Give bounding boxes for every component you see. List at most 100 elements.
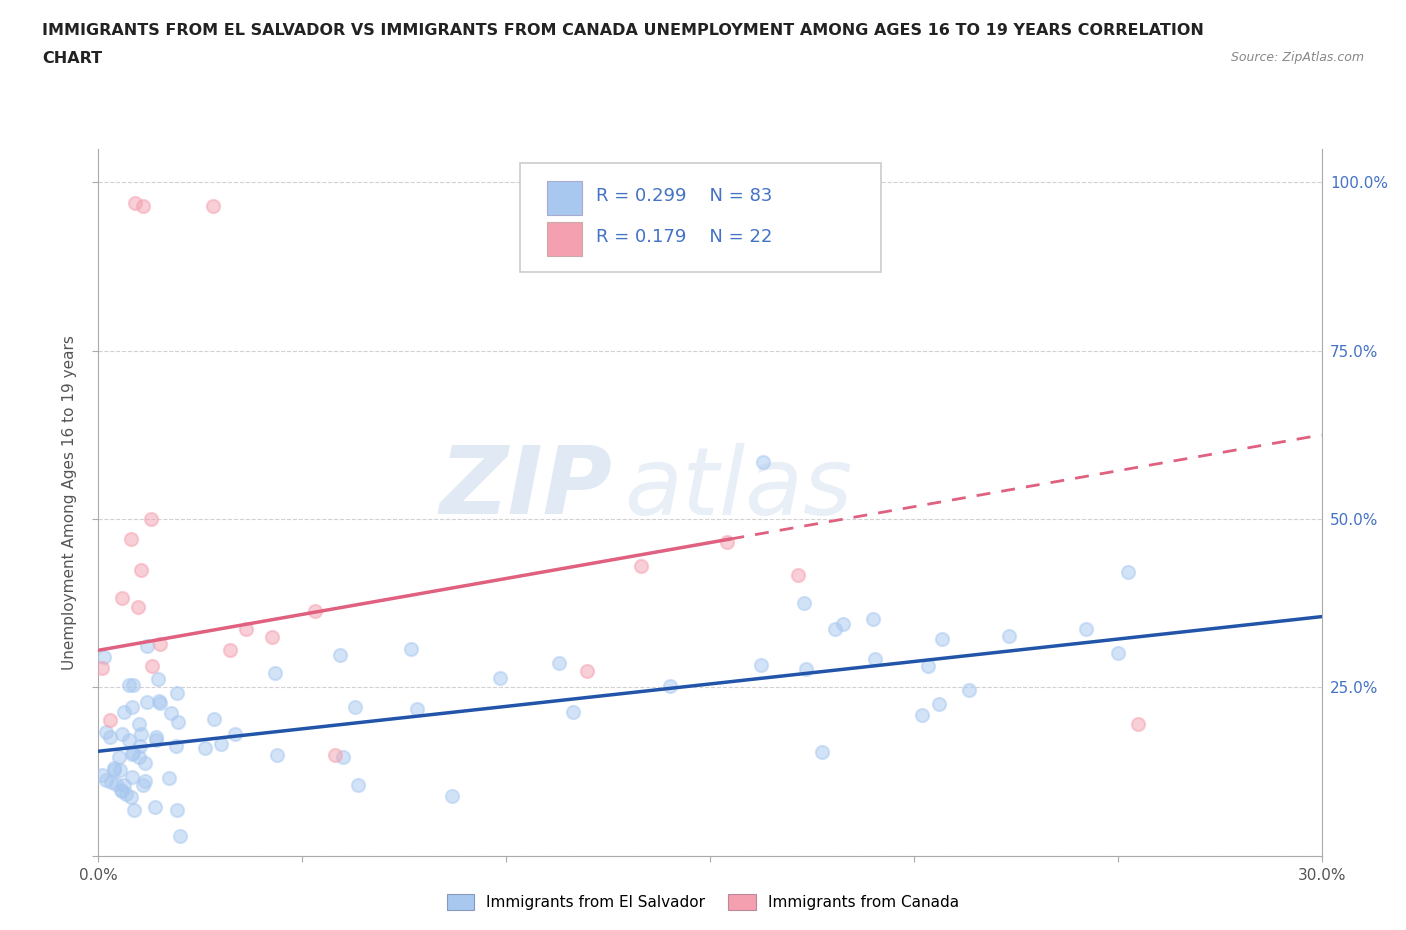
Point <box>132 777 155 792</box>
Point <box>167 715 190 730</box>
Point <box>110 782 132 797</box>
Point <box>264 666 287 681</box>
Point <box>135 638 157 653</box>
Text: Source: ZipAtlas.com: Source: ZipAtlas.com <box>1230 51 1364 64</box>
Point <box>201 199 224 214</box>
Point <box>134 774 156 789</box>
Point <box>121 699 143 714</box>
Point <box>998 629 1021 644</box>
FancyBboxPatch shape <box>547 180 582 215</box>
Point <box>202 712 225 727</box>
Point <box>716 535 738 550</box>
Point <box>91 660 114 675</box>
Point <box>928 697 950 711</box>
Text: IMMIGRANTS FROM EL SALVADOR VS IMMIGRANTS FROM CANADA UNEMPLOYMENT AMONG AGES 16: IMMIGRANTS FROM EL SALVADOR VS IMMIGRANT… <box>42 23 1204 38</box>
Point <box>160 705 183 720</box>
Point <box>122 746 145 761</box>
Point <box>115 787 138 802</box>
Point <box>406 702 429 717</box>
Text: atlas: atlas <box>624 443 852 534</box>
Point <box>120 532 142 547</box>
Point <box>94 773 117 788</box>
Point <box>122 803 145 817</box>
Point <box>93 649 115 664</box>
Point <box>127 600 149 615</box>
Point <box>304 604 326 618</box>
Point <box>235 621 257 636</box>
Point <box>440 789 463 804</box>
Point <box>149 696 172 711</box>
Point <box>211 737 233 751</box>
Point <box>752 455 775 470</box>
Point <box>1074 621 1097 636</box>
Point <box>103 763 125 777</box>
Point <box>329 648 352 663</box>
Point <box>121 769 143 784</box>
Point <box>145 730 167 745</box>
Point <box>219 643 242 658</box>
Point <box>124 195 146 210</box>
Point <box>129 739 152 754</box>
Point <box>166 803 188 817</box>
Point <box>128 717 150 732</box>
Point <box>917 658 939 673</box>
Point <box>489 671 512 685</box>
Legend: Immigrants from El Salvador, Immigrants from Canada: Immigrants from El Salvador, Immigrants … <box>439 886 967 918</box>
Point <box>224 726 246 741</box>
Point <box>401 642 423 657</box>
FancyBboxPatch shape <box>547 221 582 256</box>
Point <box>832 617 855 631</box>
Point <box>121 747 143 762</box>
Point <box>548 656 571 671</box>
Point <box>111 726 134 741</box>
Point <box>111 591 134 605</box>
Point <box>122 677 145 692</box>
Y-axis label: Unemployment Among Ages 16 to 19 years: Unemployment Among Ages 16 to 19 years <box>62 335 77 670</box>
Text: ZIP: ZIP <box>439 442 612 534</box>
Point <box>810 745 832 760</box>
Point <box>108 750 131 764</box>
Point <box>262 630 284 644</box>
Text: CHART: CHART <box>42 51 103 66</box>
Point <box>911 708 934 723</box>
Point <box>129 727 152 742</box>
Point <box>562 704 585 719</box>
Point <box>100 775 122 790</box>
Point <box>145 733 167 748</box>
Point <box>658 678 681 693</box>
Point <box>108 763 131 777</box>
Point <box>346 777 368 792</box>
Point <box>118 733 141 748</box>
Point <box>1107 645 1129 660</box>
Point <box>129 562 152 577</box>
Point <box>169 829 191 844</box>
Point <box>344 699 367 714</box>
Point <box>749 658 772 672</box>
Point <box>120 790 142 804</box>
Point <box>134 756 156 771</box>
Text: R = 0.179    N = 22: R = 0.179 N = 22 <box>596 228 773 246</box>
Point <box>91 768 114 783</box>
Point <box>98 729 121 744</box>
Point <box>266 748 288 763</box>
Point <box>194 741 217 756</box>
Point <box>103 761 125 776</box>
Point <box>165 738 187 753</box>
Point <box>118 677 141 692</box>
Point <box>141 658 163 673</box>
Point <box>148 671 170 686</box>
Point <box>112 705 135 720</box>
Point <box>630 559 652 574</box>
Point <box>141 512 163 526</box>
Point <box>136 694 159 709</box>
Point <box>149 636 172 651</box>
Point <box>128 750 150 764</box>
Point <box>332 751 354 765</box>
Text: R = 0.299    N = 83: R = 0.299 N = 83 <box>596 187 773 206</box>
Point <box>166 685 188 700</box>
Point <box>865 651 887 666</box>
Point <box>105 777 128 791</box>
Point <box>793 595 815 610</box>
Point <box>862 612 884 627</box>
Point <box>796 662 818 677</box>
